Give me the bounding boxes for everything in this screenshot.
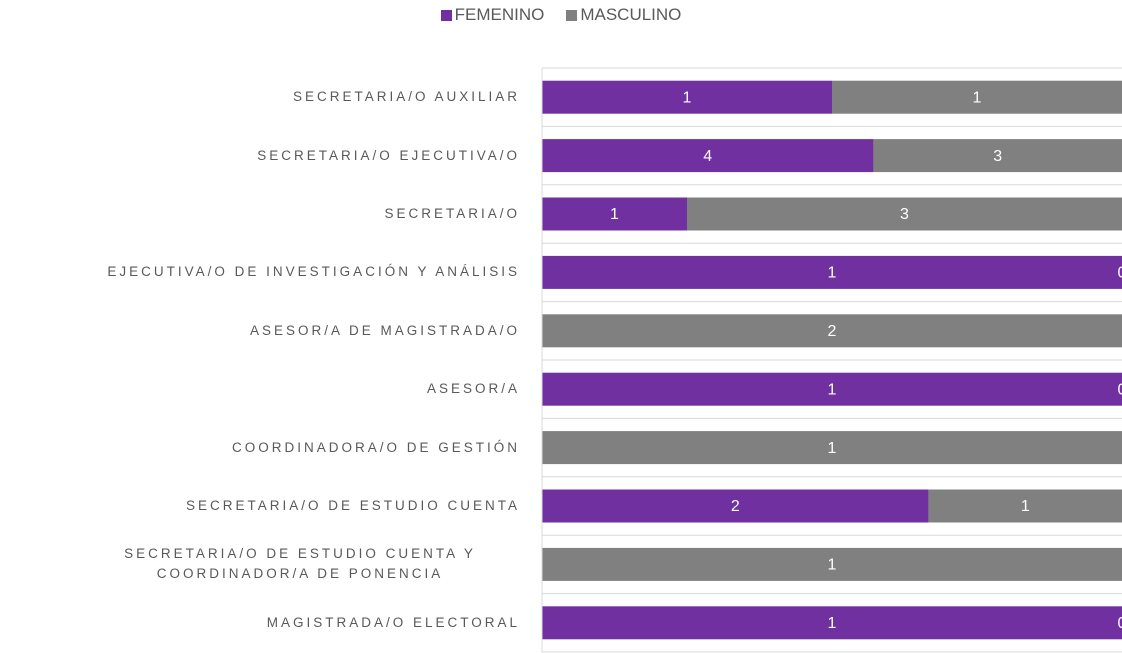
bar-segment	[542, 547, 1122, 581]
y-tick-label: COORDINADORA/O DE GESTIÓN	[231, 439, 520, 455]
category-label-box: SECRETARIA/O DE ESTUDIO CUENTA Y COORDIN…	[0, 539, 520, 589]
bar-segment	[542, 139, 874, 173]
data-label: 1	[828, 557, 837, 574]
bar-segment	[542, 255, 1122, 289]
data-label: 0	[1118, 381, 1122, 398]
legend-swatch	[566, 9, 578, 21]
y-tick-label: SECRETARIA/O AUXILIAR	[292, 89, 520, 105]
y-tick-label: MAGISTRADA/O ELECTORAL	[266, 614, 520, 630]
y-tick-label: SECRETARIA/O DE ESTUDIO CUENTA Y COORDIN…	[124, 546, 476, 582]
y-tick-label: ASESOR/A	[426, 381, 520, 397]
data-label: 1	[828, 440, 837, 457]
category-label-box: SECRETARIA/O EJECUTIVA/O	[0, 131, 520, 181]
category-label-box: EJECUTIVA/O DE INVESTIGACIÓN Y ANÁLISIS	[0, 247, 520, 297]
legend-label: MASCULINO	[580, 5, 682, 24]
category-label-box: COORDINADORA/O DE GESTIÓN	[0, 423, 520, 473]
legend-swatch	[440, 9, 452, 21]
data-label: 1	[1021, 498, 1030, 515]
data-label: 2	[828, 323, 837, 340]
y-tick-label: EJECUTIVA/O DE INVESTIGACIÓN Y ANÁLISIS	[107, 264, 520, 280]
data-label: 4	[703, 148, 712, 165]
data-label: 2	[731, 498, 740, 515]
data-label: 1	[973, 89, 982, 106]
legend-item: FEMENINO	[440, 5, 545, 25]
category-label-box: SECRETARIA/O DE ESTUDIO CUENTA	[0, 481, 520, 531]
bar-segment	[542, 372, 1122, 406]
data-label: 0	[1118, 615, 1122, 632]
data-label: 1	[828, 381, 837, 398]
bar-segment	[542, 606, 1122, 640]
category-label-box: SECRETARIA/O	[0, 189, 520, 239]
legend-label: FEMENINO	[454, 5, 545, 24]
category-label-box: SECRETARIA/O AUXILIAR	[0, 72, 520, 122]
category-label-box: ASESOR/A	[0, 364, 520, 414]
y-tick-label: SECRETARIA/O	[384, 206, 520, 221]
bar-segment	[542, 197, 687, 231]
bar-segment	[687, 197, 1122, 231]
category-label-box: ASESOR/A DE MAGISTRADA/O	[0, 306, 520, 356]
category-label-box: MAGISTRADA/O ELECTORAL	[0, 598, 520, 648]
y-tick-label: SECRETARIA/O EJECUTIVA/O	[257, 147, 520, 163]
bar-segment	[873, 139, 1122, 173]
bar-segment	[928, 489, 1122, 523]
bar-segment	[542, 431, 1122, 465]
legend-item: MASCULINO	[566, 5, 681, 25]
data-label: 0	[1118, 265, 1122, 282]
bar-segment	[542, 314, 1122, 348]
data-label: 1	[683, 89, 692, 106]
data-label: 1	[610, 206, 619, 223]
data-label: 1	[828, 615, 837, 632]
bar-segment	[542, 80, 832, 114]
bar-segment	[832, 80, 1122, 114]
y-tick-label: ASESOR/A DE MAGISTRADA/O	[249, 322, 520, 338]
bar-segment	[542, 489, 929, 523]
data-label: 1	[828, 265, 837, 282]
y-tick-label: SECRETARIA/O DE ESTUDIO CUENTA	[185, 498, 520, 513]
data-label: 3	[900, 206, 909, 223]
legend: FEMENINO MASCULINO	[0, 5, 1122, 25]
data-label: 3	[993, 148, 1002, 165]
